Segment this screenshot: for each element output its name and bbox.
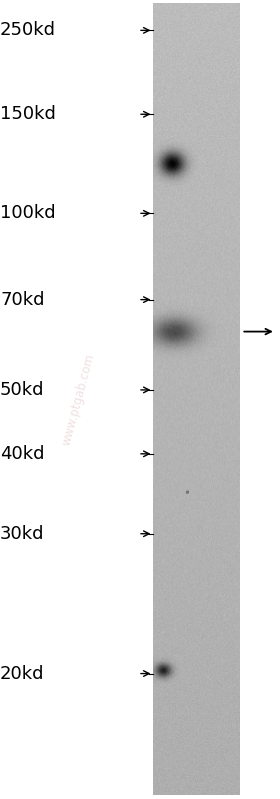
Text: 40kd: 40kd	[0, 445, 45, 463]
Text: 250kd: 250kd	[0, 22, 56, 39]
Text: 30kd: 30kd	[0, 525, 45, 543]
Text: www.ptgab.com: www.ptgab.com	[60, 352, 97, 447]
Text: 100kd: 100kd	[0, 205, 56, 222]
Text: 50kd: 50kd	[0, 381, 45, 399]
Text: 20kd: 20kd	[0, 665, 45, 682]
Text: 70kd: 70kd	[0, 291, 45, 308]
Text: 150kd: 150kd	[0, 105, 56, 123]
